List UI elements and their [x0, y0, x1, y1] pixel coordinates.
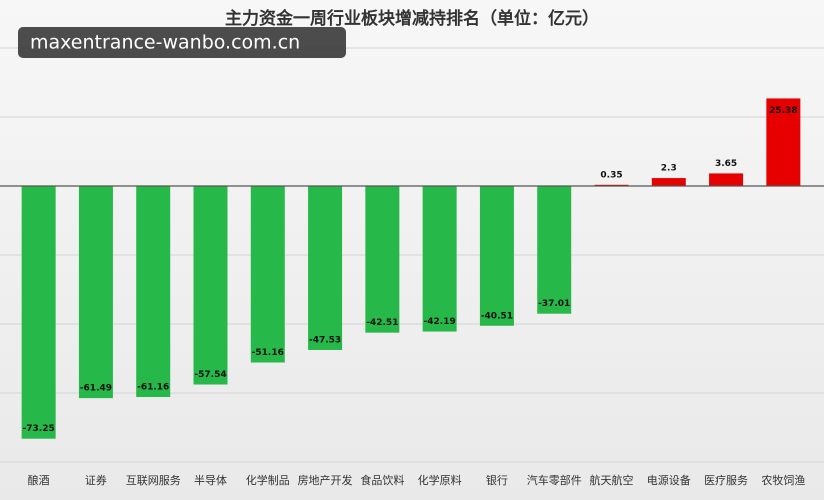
bar [136, 186, 171, 398]
bar [78, 186, 113, 399]
bar [308, 186, 343, 350]
plot: 酿酒 -73.25 证券 -61.49 互联网服务 -61.16 半导体 -57.54 化学制品… [0, 47, 824, 487]
bar [766, 98, 801, 186]
watermark: maxentrance-wanbo.com.cn [30, 32, 300, 54]
value-label: -61.49 [80, 384, 112, 394]
value-label: -73.25 [23, 424, 55, 434]
x-tick-label: 化学制品 [246, 473, 290, 487]
value-label: -51.16 [252, 348, 284, 358]
bar [422, 186, 457, 332]
value-label: 3.65 [715, 159, 737, 169]
value-label: -47.53 [309, 335, 341, 345]
x-tick-label: 互联网服务 [126, 474, 181, 487]
x-tick-label: 化学原料 [418, 473, 462, 487]
bar [479, 186, 514, 326]
bar [651, 178, 686, 186]
value-label: 0.35 [600, 170, 622, 180]
value-label: -42.19 [424, 317, 456, 327]
bar [365, 186, 400, 333]
x-tick-label: 航天航空 [590, 473, 634, 487]
value-label: -61.16 [137, 383, 169, 393]
bar [250, 186, 285, 363]
x-tick-label: 农牧饲渔 [761, 473, 805, 487]
value-label: -42.51 [366, 318, 398, 328]
x-tick-label: 电源设备 [647, 473, 691, 487]
value-label: -57.54 [194, 370, 226, 380]
value-label: 25.38 [769, 106, 797, 116]
x-tick-label: 银行 [486, 473, 508, 487]
bar [537, 186, 572, 314]
value-label: -40.51 [481, 311, 513, 321]
x-tick-label: 房地产开发 [298, 473, 353, 487]
value-label: -37.01 [538, 299, 570, 309]
x-tick-label: 半导体 [194, 473, 227, 487]
x-tick-label: 食品饮料 [360, 473, 404, 487]
x-tick-label: 证券 [85, 473, 107, 487]
bar [193, 186, 228, 385]
chart-title: 主力资金一周行业板块增减持排名（单位：亿元） [225, 8, 599, 29]
bar [21, 186, 56, 439]
bar [594, 184, 629, 186]
x-tick-label: 汽车零部件 [527, 473, 582, 487]
bar [709, 173, 744, 186]
value-label: 2.3 [661, 164, 677, 174]
x-tick-label: 医疗服务 [704, 473, 748, 487]
x-tick-label: 酿酒 [28, 473, 50, 487]
watermark-box [18, 27, 346, 58]
